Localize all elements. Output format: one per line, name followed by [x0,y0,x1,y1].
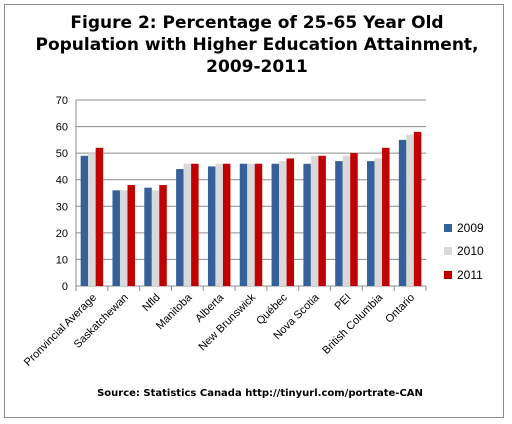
bar [95,147,104,286]
legend-swatch [444,224,452,232]
title-line-2: Population with Higher Education Attainm… [35,35,479,55]
bar [342,155,351,286]
bar [119,190,128,286]
y-tick-label: 50 [56,148,68,160]
bar [207,166,216,286]
bar [247,163,255,286]
y-tick-label: 20 [56,228,68,240]
bar [183,163,192,286]
bar [112,190,120,286]
bar [413,131,422,286]
y-tick-label: 30 [56,201,68,213]
legend-label: 2011 [457,268,483,282]
title-line-3: 2009-2011 [206,57,308,77]
x-tick-label: New Brunswick [196,291,258,353]
bar [191,163,199,286]
legend-swatch [444,271,452,279]
legend-label: 2009 [457,221,484,235]
y-tick-label: 70 [56,95,68,107]
bar [406,134,414,286]
bar [310,155,319,286]
bar [222,163,231,286]
bar [303,163,311,286]
chart-title: Figure 2: Percentage of 25-65 Year Old P… [12,12,502,78]
bar [144,187,152,286]
bar [367,161,375,286]
bar [88,153,96,286]
y-tick-label: 40 [56,175,68,187]
legend-swatch [444,247,452,255]
y-tick-label: 0 [62,281,68,293]
bar [271,163,280,286]
bar [254,163,263,286]
bar [318,155,326,286]
bar [279,161,287,286]
bar [335,161,343,286]
bar [374,158,383,286]
x-tick-label: PEI [333,292,354,313]
x-tick-label: Nfld [140,292,162,314]
bar [159,185,167,286]
legend-label: 2010 [457,244,484,258]
bar [239,163,248,286]
x-tick-label: Ontario [383,292,417,326]
title-line-1: Figure 2: Percentage of 25-65 Year Old [70,13,444,33]
bar [80,155,89,286]
x-tick-label: Manitoba [154,291,195,332]
bar [151,190,160,286]
bar [286,158,295,286]
bar [382,147,390,286]
bar [176,169,184,286]
x-tick-label: British Columbia [320,291,386,357]
bar [127,185,135,286]
y-tick-label: 10 [56,254,68,266]
source-note: Source: Statistics Canada http://tinyurl… [97,388,423,399]
bar [350,153,358,286]
bar [215,163,223,286]
bar [398,139,407,286]
y-tick-label: 60 [56,122,68,134]
